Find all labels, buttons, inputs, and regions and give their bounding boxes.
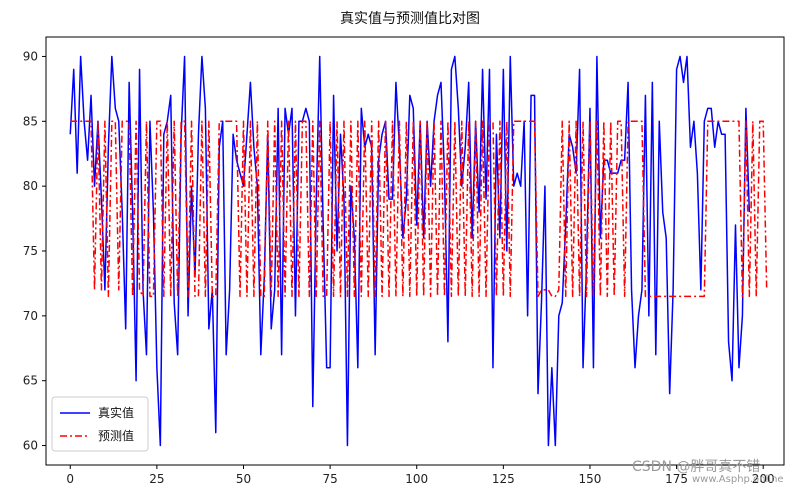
x-axis: 0 25 50 75 100 125 150 175 200 xyxy=(66,465,775,486)
series-layer xyxy=(69,55,768,447)
y-tick-label: 60 xyxy=(23,439,38,453)
x-tick-label: 150 xyxy=(579,472,602,486)
x-tick-label: 125 xyxy=(492,472,515,486)
legend-label-pred: 预测值 xyxy=(98,428,134,443)
x-tick-label: 25 xyxy=(149,472,164,486)
x-tick-label: 100 xyxy=(405,472,428,486)
x-tick-label: 75 xyxy=(322,472,337,486)
series-line-pred xyxy=(70,120,768,298)
watermark-csdn: CSDN @胖哥真不错 xyxy=(632,459,761,475)
y-tick-label: 65 xyxy=(23,374,38,388)
x-tick-label: 50 xyxy=(236,472,251,486)
y-tick-label: 70 xyxy=(23,309,38,323)
legend-label-real: 真实值 xyxy=(98,405,134,420)
legend: 真实值 预测值 xyxy=(51,396,149,452)
series-line-real xyxy=(69,55,751,447)
x-tick-label: 0 xyxy=(66,472,74,486)
y-tick-label: 80 xyxy=(23,179,38,193)
y-tick-label: 90 xyxy=(23,49,38,63)
watermark-site: www.Asphp.online xyxy=(692,474,784,485)
y-tick-label: 85 xyxy=(23,114,38,128)
chart-title: 真实值与预测值比对图 xyxy=(340,11,480,27)
y-axis: 60 65 70 75 80 85 90 xyxy=(23,49,46,453)
x-tick-label: 200 xyxy=(752,472,775,486)
legend-box xyxy=(51,396,149,452)
x-tick-label: 175 xyxy=(665,472,688,486)
y-tick-label: 75 xyxy=(23,244,38,258)
